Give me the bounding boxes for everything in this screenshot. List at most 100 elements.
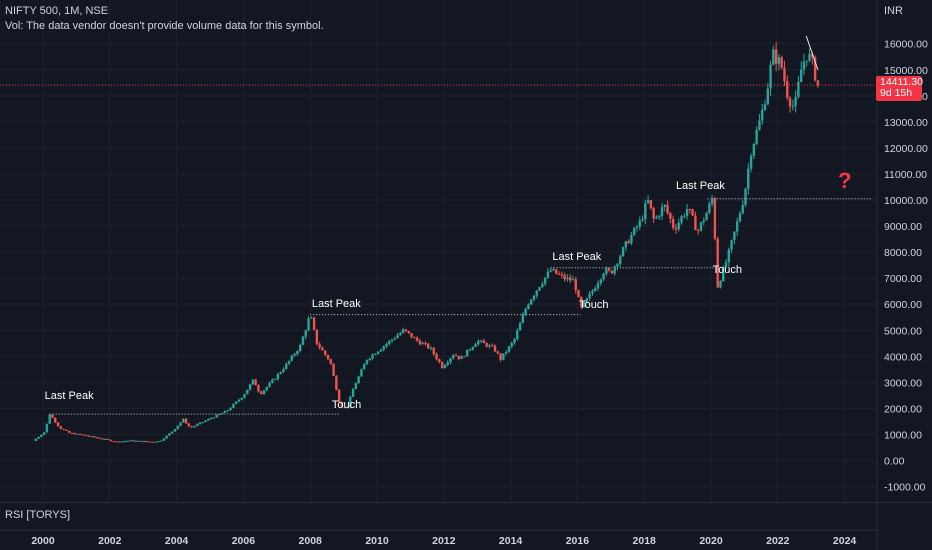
y-tick-label: 3000.00 (884, 377, 922, 389)
candle-down (65, 429, 68, 431)
candle-down (67, 430, 71, 433)
candle-up (599, 279, 602, 284)
candle-up (504, 352, 508, 354)
last-peak-annotation[interactable]: Last Peak (552, 250, 602, 263)
bar-countdown: 9d 15h (880, 87, 913, 99)
time-axis: 2000 2002 2004 2006 2008 2010 2012 2014 2016 2018… (0, 529, 877, 547)
candle-up (527, 304, 530, 309)
candle-down (332, 363, 335, 376)
candle-down (87, 435, 90, 437)
candle-up (248, 384, 252, 390)
last-peak-annotation[interactable]: Last Peak (311, 297, 361, 310)
candle-up (279, 371, 282, 374)
candle-up (677, 222, 680, 230)
candle-down (713, 198, 717, 239)
candle-down (118, 441, 121, 443)
candle-up (552, 269, 555, 271)
rsi-indicator-label[interactable]: RSI [TORYS] (5, 509, 71, 521)
candle-up (310, 317, 313, 319)
touch-annotation[interactable]: Touch (579, 298, 609, 311)
candle-up (549, 270, 552, 272)
x-tick-label: 2008 (299, 535, 323, 547)
candle-up (243, 394, 246, 398)
candle-up (399, 332, 402, 336)
candle-down (563, 274, 566, 280)
candle-up (452, 355, 455, 359)
last-peak-annotation[interactable]: Last Peak (44, 389, 94, 402)
touch-annotation[interactable]: Touch (712, 263, 743, 276)
candle-up (393, 338, 397, 340)
candle-up (521, 314, 525, 324)
candle-up (516, 330, 519, 339)
x-tick-label: 2004 (165, 535, 189, 547)
last-price-value: 14411.30 (880, 76, 924, 88)
candle-up (443, 365, 447, 369)
candle-up (215, 414, 218, 418)
candle-up (357, 376, 360, 384)
candle-up (802, 61, 806, 70)
candle-up (724, 262, 728, 267)
candle-up (165, 435, 168, 439)
candle-up (176, 425, 179, 430)
candle-up (379, 349, 383, 352)
candle-up (237, 399, 241, 402)
y-tick-label: 16000.00 (884, 39, 928, 51)
candle-up (766, 88, 769, 105)
candle-down (694, 215, 697, 231)
candle-down (786, 81, 789, 98)
candle-down (493, 345, 497, 352)
candle-up (293, 354, 296, 356)
candle-up (582, 301, 586, 308)
candle-down (257, 385, 260, 392)
last-peak-annotation[interactable]: Last Peak (675, 180, 725, 193)
candle-up (221, 412, 224, 415)
candle-down (260, 391, 263, 394)
currency-label: INR (884, 5, 903, 17)
candle-up (741, 204, 744, 214)
candle-down (151, 441, 154, 443)
candle-up (632, 227, 636, 235)
candle-up (343, 407, 346, 409)
candle-down (688, 208, 692, 210)
candle-up (529, 299, 533, 305)
y-tick-label: 6000.00 (884, 299, 922, 311)
y-tick-label: 0.00 (884, 456, 905, 468)
candle-up (193, 425, 196, 428)
candle-down (788, 97, 792, 107)
candle-up (752, 143, 756, 156)
candle-up (37, 436, 40, 439)
candle-down (716, 238, 719, 288)
x-tick-label: 2012 (432, 535, 456, 547)
trend-line (805, 35, 819, 70)
candle-up (396, 335, 399, 339)
candle-down (580, 297, 583, 308)
candle-up (45, 423, 49, 433)
touch-annotation[interactable]: Touch (331, 399, 362, 412)
candle-down (184, 418, 188, 424)
candle-up (755, 129, 758, 144)
candle-up (449, 358, 452, 363)
candle-down (84, 434, 88, 436)
candle-down (627, 241, 630, 244)
candle-down (415, 337, 419, 341)
pane-separator[interactable] (0, 502, 932, 503)
candle-up (685, 208, 689, 216)
candle-down (148, 441, 152, 443)
candle-up (362, 364, 366, 370)
candle-up (479, 340, 483, 342)
candle-up (488, 345, 491, 347)
candle-down (435, 354, 438, 360)
candle-up (143, 441, 146, 443)
candle-up (624, 241, 628, 248)
candle-up (513, 338, 516, 343)
candle-down (324, 350, 327, 355)
y-tick-label: 12000.00 (884, 143, 928, 155)
candle-up (162, 438, 165, 441)
candle-up (104, 438, 107, 440)
candle-up (262, 390, 266, 394)
candle-down (696, 230, 700, 232)
candle-up (538, 287, 541, 291)
x-tick-label: 2020 (699, 535, 723, 547)
candle-up (179, 422, 182, 426)
